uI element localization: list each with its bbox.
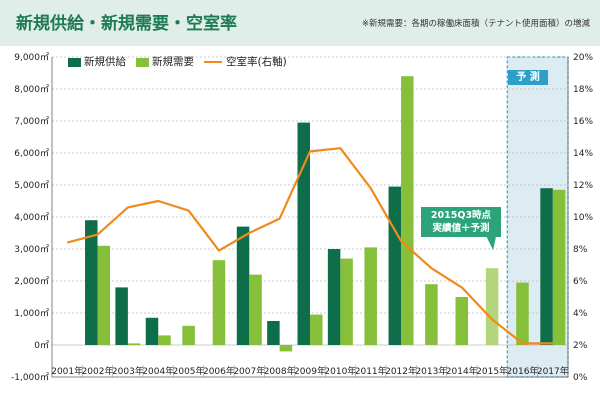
x-tick-label: 2005年 xyxy=(173,365,205,377)
x-tick-label: 2007年 xyxy=(233,365,265,377)
y-right-tick-label: 14% xyxy=(573,149,593,159)
x-tick-label: 2014年 xyxy=(446,365,478,377)
legend-item-vacancy: 空室率(右軸) xyxy=(204,54,287,69)
x-tick-label: 2003年 xyxy=(112,365,144,377)
legend-label-supply: 新規供給 xyxy=(84,56,126,68)
bar-demand xyxy=(182,325,195,345)
bar-supply xyxy=(85,220,98,345)
y-left-tick-label: 7,000㎡ xyxy=(14,116,49,127)
y-right-tick-label: 12% xyxy=(573,181,593,191)
bar-demand xyxy=(485,268,499,345)
y-left-tick-label: -1,000㎡ xyxy=(11,372,49,383)
x-tick-label: 2002年 xyxy=(82,365,114,377)
chart-title: 新規供給・新規需要・空室率 xyxy=(16,14,237,34)
legend-label-vacancy: 空室率(右軸) xyxy=(226,56,287,68)
x-tick-label: 2013年 xyxy=(415,365,447,377)
x-tick-label: 2004年 xyxy=(142,365,174,377)
y-right-tick-label: 16% xyxy=(573,117,593,127)
callout-2015: 2015Q3時点 実績値＋予測 xyxy=(421,207,501,237)
callout-pointer xyxy=(486,236,497,250)
legend-swatch-vacancy xyxy=(204,61,222,63)
y-left-tick-label: 1,000㎡ xyxy=(14,308,49,319)
y-right-tick-label: 20% xyxy=(573,53,593,63)
y-right-tick-label: 4% xyxy=(573,309,588,319)
y-right-tick-label: 8% xyxy=(573,245,588,255)
y-right-tick-label: 18% xyxy=(573,85,593,95)
legend-label-demand: 新規需要 xyxy=(152,56,194,68)
bar-demand xyxy=(455,297,469,345)
y-left-tick-label: 2,000㎡ xyxy=(14,276,49,287)
x-tick-label: 2015年 xyxy=(476,365,508,377)
legend-swatch-supply xyxy=(68,57,81,67)
bar-demand xyxy=(249,274,262,345)
bar-demand xyxy=(516,282,529,345)
title-bar: 新規供給・新規需要・空室率 ※新規需要：各期の稼働床面積（テナント使用面積）の増… xyxy=(0,0,600,46)
x-tick-label: 2009年 xyxy=(294,365,326,377)
bar-demand xyxy=(158,335,171,345)
x-tick-label: 2017年 xyxy=(537,365,569,377)
y-left-tick-label: 9,000㎡ xyxy=(14,52,49,63)
bar-supply xyxy=(388,186,402,345)
bar-demand xyxy=(310,314,323,345)
bar-supply xyxy=(540,188,553,345)
x-tick-label: 2011年 xyxy=(355,365,387,377)
forecast-tag: 予 測 xyxy=(508,70,548,85)
bar-supply xyxy=(327,249,341,345)
y-right-tick-label: 6% xyxy=(573,277,588,287)
y-left-tick-label: 5,000㎡ xyxy=(14,180,49,191)
line-vacancy xyxy=(66,147,553,345)
bar-demand xyxy=(425,284,438,345)
y-right-tick-label: 2% xyxy=(573,341,588,351)
x-tick-label: 2012年 xyxy=(385,365,417,377)
callout-line-2: 実績値＋予測 xyxy=(432,223,490,234)
y-left-tick-label: 8,000㎡ xyxy=(14,84,49,95)
bar-supply xyxy=(236,226,250,345)
bar-supply xyxy=(297,122,310,345)
bar-demand xyxy=(552,189,566,345)
y-left-tick-label: 0㎡ xyxy=(34,340,49,351)
x-tick-label: 2010年 xyxy=(324,365,356,377)
x-tick-label: 2008年 xyxy=(264,365,296,377)
bar-demand xyxy=(279,345,293,352)
bar-demand xyxy=(340,258,353,345)
bar-demand xyxy=(212,260,226,345)
y-left-tick-label: 6,000㎡ xyxy=(14,148,49,159)
bar-supply xyxy=(145,317,159,345)
bar-supply xyxy=(267,321,280,345)
bar-demand xyxy=(97,245,111,345)
x-tick-label: 2016年 xyxy=(507,365,539,377)
y-left-tick-label: 4,000㎡ xyxy=(14,212,49,223)
legend-item-demand: 新規需要 xyxy=(136,54,194,69)
chart-note: ※新規需要：各期の稼働床面積（テナント使用面積）の増減 xyxy=(361,19,590,29)
y-left-tick-label: 3,000㎡ xyxy=(14,244,49,255)
legend-swatch-demand xyxy=(136,57,149,67)
bar-demand xyxy=(401,76,414,345)
y-right-tick-label: 10% xyxy=(573,213,593,223)
bar-supply xyxy=(115,287,128,345)
x-tick-label: 2001年 xyxy=(51,365,83,377)
y-right-tick-label: 0% xyxy=(573,373,588,383)
x-tick-label: 2006年 xyxy=(203,365,235,377)
bar-demand xyxy=(364,247,377,345)
callout-line-1: 2015Q3時点 xyxy=(430,210,492,221)
legend-item-supply: 新規供給 xyxy=(68,54,126,69)
bar-demand xyxy=(127,343,141,345)
